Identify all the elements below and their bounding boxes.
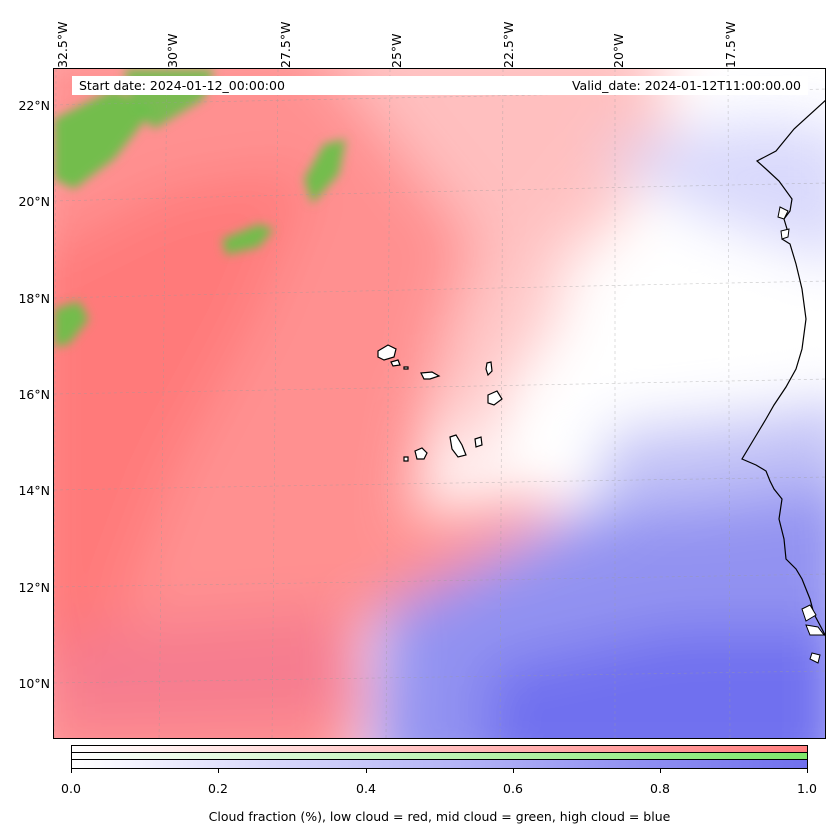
colorbar-low-cloud — [72, 746, 807, 753]
colorbar-tickmark — [807, 769, 808, 773]
cloud-fraction-map[interactable] — [53, 68, 826, 739]
lat-label-20n: 20°N — [18, 194, 50, 209]
lat-label-16n: 16°N — [18, 387, 50, 402]
coast-islands-south — [801, 604, 825, 664]
gridlines — [54, 69, 825, 738]
colorbar-tickmark — [660, 769, 661, 773]
island-santo-antao — [377, 344, 397, 361]
lon-label-20w: 20°W — [611, 33, 626, 68]
island-sao-nicolau — [420, 371, 441, 380]
island-brava — [403, 456, 409, 462]
island-sao-vicente — [390, 359, 401, 367]
high-cloud-light — [594, 119, 825, 260]
colorbar-tickmark — [513, 769, 514, 773]
high-cloud-core — [484, 629, 825, 738]
high-cloud-light-2 — [594, 399, 825, 509]
island-maio — [474, 436, 483, 448]
island-boa-vista — [487, 390, 503, 406]
mid-cloud-patch-b — [222, 224, 274, 255]
low-cloud-core — [54, 169, 314, 653]
colorbar — [71, 745, 808, 769]
coast-inlet-1 — [777, 206, 789, 220]
lat-label-18n: 18°N — [18, 291, 50, 306]
colorbar-tickmark — [366, 769, 367, 773]
lon-label-32-5w: 32.5°W — [55, 21, 70, 68]
lat-label-14n: 14°N — [18, 483, 50, 498]
africa-coastline — [741, 100, 825, 637]
colorbar-high-cloud — [72, 760, 807, 768]
colorbar-tick-1: 0.2 — [208, 781, 228, 796]
cloud-fields — [54, 69, 825, 738]
mid-cloud-patch-nw — [54, 89, 154, 189]
colorbar-label: Cloud fraction (%), low cloud = red, mid… — [208, 809, 671, 824]
colorbar-tickmark — [218, 769, 219, 773]
clear-area — [544, 239, 794, 429]
lon-label-27-5w: 27.5°W — [278, 21, 293, 68]
lat-label-22n: 22°N — [18, 98, 50, 113]
valid-date-label: Valid_date: 2024-01-12T11:00:00.00 — [571, 78, 801, 93]
lon-label-17-5w: 17.5°W — [723, 21, 738, 68]
mid-cloud-patch-w — [54, 301, 89, 347]
colorbar-tickmark — [71, 769, 72, 773]
colorbar-tick-2: 0.4 — [356, 781, 376, 796]
date-info-bar: Start date: 2024-01-12_00:00:00 Valid_da… — [72, 76, 808, 95]
map-canvas — [54, 69, 825, 738]
island-santiago — [449, 434, 467, 458]
colorbar-mid-cloud — [72, 753, 807, 760]
lon-label-22-5w: 22.5°W — [501, 21, 516, 68]
coast-inlet-2 — [780, 228, 790, 240]
cape-verde-islands — [377, 344, 503, 462]
colorbar-tick-4: 0.8 — [650, 781, 670, 796]
island-fogo — [414, 447, 428, 460]
colorbar-tick-3: 0.6 — [503, 781, 523, 796]
colorbar-tick-0: 0.0 — [61, 781, 81, 796]
start-date-label: Start date: 2024-01-12_00:00:00 — [79, 78, 285, 93]
island-santa-luzia — [403, 366, 409, 370]
lat-label-10n: 10°N — [18, 676, 50, 691]
lon-label-25w: 25°W — [389, 33, 404, 68]
lat-label-12n: 12°N — [18, 580, 50, 595]
low-cloud-light — [336, 69, 674, 489]
island-sal — [485, 361, 493, 377]
mid-cloud-patch-a — [304, 139, 346, 204]
low-mixed-purple — [54, 609, 374, 729]
colorbar-tick-5: 1.0 — [797, 781, 817, 796]
lon-label-30w: 30°W — [165, 33, 180, 68]
